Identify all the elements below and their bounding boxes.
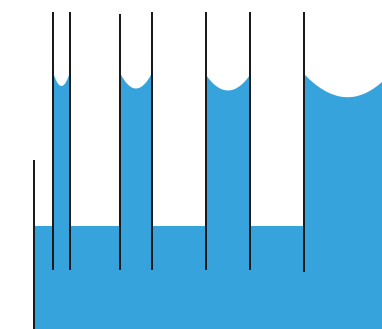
tube-liquid xyxy=(206,75,250,230)
tube-liquid xyxy=(120,73,152,230)
tube-liquid xyxy=(304,74,382,230)
tube-liquid xyxy=(53,72,70,230)
reservoir-water xyxy=(34,226,382,329)
